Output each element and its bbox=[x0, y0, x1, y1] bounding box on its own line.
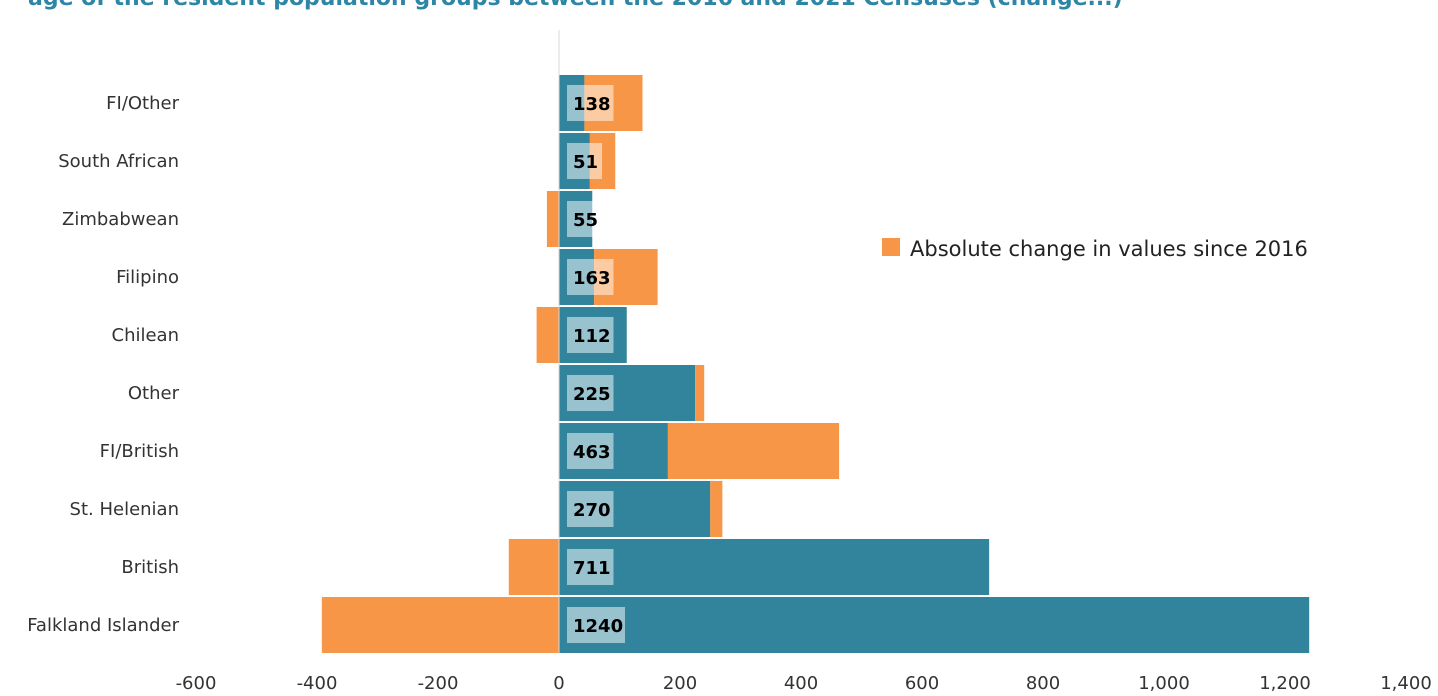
data-label-box-filipino bbox=[567, 259, 614, 295]
data-label-chilean: 112 bbox=[573, 326, 611, 347]
x-tick-label: -600 bbox=[176, 673, 217, 694]
change-bars bbox=[321, 75, 840, 653]
data-label-british: 711 bbox=[573, 558, 611, 579]
change-bar-other bbox=[695, 365, 705, 421]
change-bar-st-helenian bbox=[710, 481, 723, 537]
data-label-fi-british: 463 bbox=[573, 442, 611, 463]
category-label-st-helenian: St. Helenian bbox=[70, 499, 179, 520]
x-tick-label: 1,000 bbox=[1138, 673, 1190, 694]
population-bars bbox=[559, 75, 1310, 653]
x-tick-label: -400 bbox=[297, 673, 338, 694]
data-label-box-fi-other bbox=[567, 85, 614, 121]
data-label-box-fi-british bbox=[567, 433, 614, 469]
legend-label: Absolute change in values since 2016 bbox=[910, 237, 1308, 261]
x-tick-label: 800 bbox=[1026, 673, 1060, 694]
change-bar-zimbabwean bbox=[546, 191, 559, 247]
category-label-south-african: South African bbox=[58, 151, 179, 172]
data-label-fi-other: 138 bbox=[573, 94, 611, 115]
data-label-box-south-african bbox=[567, 143, 602, 179]
category-label-other: Other bbox=[128, 383, 180, 404]
category-label-fi-other: FI/Other bbox=[106, 93, 179, 114]
category-label-british: British bbox=[121, 557, 179, 578]
data-label-zimbabwean: 55 bbox=[573, 210, 598, 231]
x-tick-label: -200 bbox=[418, 673, 459, 694]
chart-title: age of the resident population groups be… bbox=[28, 0, 1123, 11]
x-axis-ticks: -600 -400 -200 0 200 400 600 800 1,000 1,200 1,400 bbox=[176, 673, 1432, 694]
data-label-box-other bbox=[567, 375, 614, 411]
data-label-other: 225 bbox=[573, 384, 611, 405]
data-label-boxes bbox=[567, 85, 625, 643]
data-label-st-helenian: 270 bbox=[573, 500, 611, 521]
category-label-filipino: Filipino bbox=[116, 267, 179, 288]
x-tick-label: 1,400 bbox=[1380, 673, 1432, 694]
change-bar-chilean bbox=[536, 307, 559, 363]
change-bar-falkland-islander bbox=[321, 597, 559, 653]
category-labels: Falkland Islander British St. Helenian FI/B… bbox=[27, 93, 179, 636]
category-label-chilean: Chilean bbox=[112, 325, 180, 346]
data-label-box-falkland-islander bbox=[567, 607, 625, 643]
x-tick-label: 600 bbox=[905, 673, 939, 694]
legend: Absolute change in values since 2016 bbox=[882, 237, 1308, 261]
data-labels: 1240 711 270 463 225 112 163 55 51 138 bbox=[573, 94, 623, 637]
change-bar-fi-british bbox=[667, 423, 840, 479]
data-label-box-british bbox=[567, 549, 614, 585]
data-label-filipino: 163 bbox=[573, 268, 611, 289]
category-label-fi-british: FI/British bbox=[100, 441, 179, 462]
data-label-box-zimbabwean bbox=[567, 201, 602, 237]
data-label-box-st-helenian bbox=[567, 491, 614, 527]
change-bar-british bbox=[508, 539, 559, 595]
x-tick-label: 1,200 bbox=[1259, 673, 1311, 694]
data-label-south-african: 51 bbox=[573, 152, 598, 173]
x-tick-label: 200 bbox=[663, 673, 697, 694]
x-tick-label: 0 bbox=[553, 673, 564, 694]
bar-falkland-islander bbox=[559, 597, 1310, 653]
category-label-zimbabwean: Zimbabwean bbox=[62, 209, 179, 230]
bar-british bbox=[559, 539, 990, 595]
category-label-falkland-islander: Falkland Islander bbox=[27, 615, 179, 636]
x-tick-label: 400 bbox=[784, 673, 818, 694]
data-label-falkland-islander: 1240 bbox=[573, 616, 623, 637]
legend-swatch bbox=[882, 238, 900, 256]
data-label-box-chilean bbox=[567, 317, 614, 353]
